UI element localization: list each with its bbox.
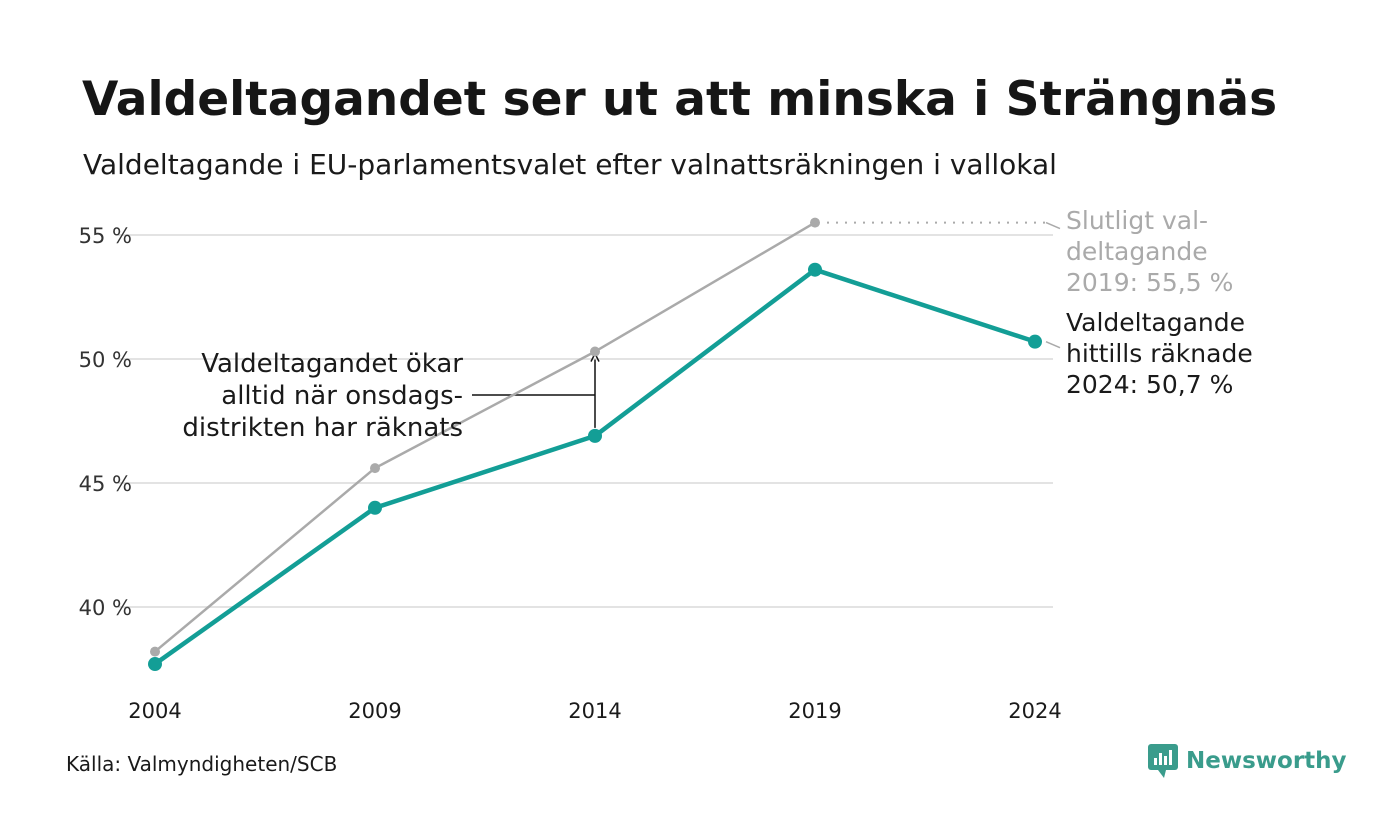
final-2019-leader-tick [1045, 221, 1061, 230]
wednesday-districts-annotation: distrikten har räknats [182, 413, 463, 443]
series-lines [153, 221, 1036, 666]
election-night-turnout-point [148, 657, 162, 672]
gridlines [118, 234, 1053, 608]
election-night-turnout-point [368, 500, 382, 515]
final-turnout-point [370, 463, 380, 474]
counted-2024-annotation: 2024: 50,7 % [1066, 370, 1233, 399]
wednesday-districts-annotation: Valdeltagandet ökar [201, 349, 463, 379]
election-night-turnout-point [588, 428, 602, 443]
y-axis-ticks: 40 % 45 % 50 % 55 % [79, 224, 132, 620]
newsworthy-logo-text: Newsworthy [1186, 748, 1347, 774]
election-night-turnout-point [808, 262, 822, 277]
y-tick-label: 40 % [79, 596, 132, 620]
newsworthy-logo-icon [1148, 744, 1178, 778]
final-2019-annotation: deltagande [1066, 237, 1208, 266]
final-turnout-point [150, 646, 160, 657]
y-tick-label: 50 % [79, 348, 132, 372]
chart-title: Valdeltagandet ser ut att minska i Strän… [82, 72, 1278, 127]
x-tick-label: 2024 [1008, 699, 1061, 723]
annotation-connectors [472, 221, 1061, 428]
wednesday-districts-annotation: alltid när onsdags- [221, 381, 463, 411]
source-note: Källa: Valmyndigheten/SCB [66, 752, 338, 776]
final-2019-annotation: 2019: 55,5 % [1066, 268, 1233, 297]
final-2019-annotation: Slutligt val- [1066, 206, 1208, 235]
y-tick-label: 45 % [79, 472, 132, 496]
chart-subtitle: Valdeltagande i EU-parlamentsvalet efter… [83, 148, 1057, 181]
data-points [148, 217, 1042, 672]
x-tick-label: 2004 [128, 699, 181, 723]
y-tick-label: 55 % [79, 224, 132, 248]
election-night-turnout-line [153, 267, 1036, 666]
x-axis-ticks: 2004 2009 2014 2019 2024 [128, 699, 1061, 723]
final-turnout-line [154, 221, 816, 653]
x-tick-label: 2009 [348, 699, 401, 723]
counted-2024-annotation: hittills räknade [1066, 339, 1253, 368]
final-turnout-point [810, 217, 820, 228]
x-tick-label: 2019 [788, 699, 841, 723]
line-chart: 40 % 45 % 50 % 55 % 2004 2009 2014 2019 2024 Sl… [79, 206, 1253, 723]
newsworthy-logo[interactable]: Newsworthy [1148, 744, 1347, 778]
counted-2024-leader-tick [1045, 340, 1061, 349]
final-turnout-point [590, 346, 600, 357]
counted-2024-annotation: Valdeltagande [1066, 308, 1245, 337]
x-tick-label: 2014 [568, 699, 621, 723]
election-night-turnout-point [1028, 334, 1042, 349]
